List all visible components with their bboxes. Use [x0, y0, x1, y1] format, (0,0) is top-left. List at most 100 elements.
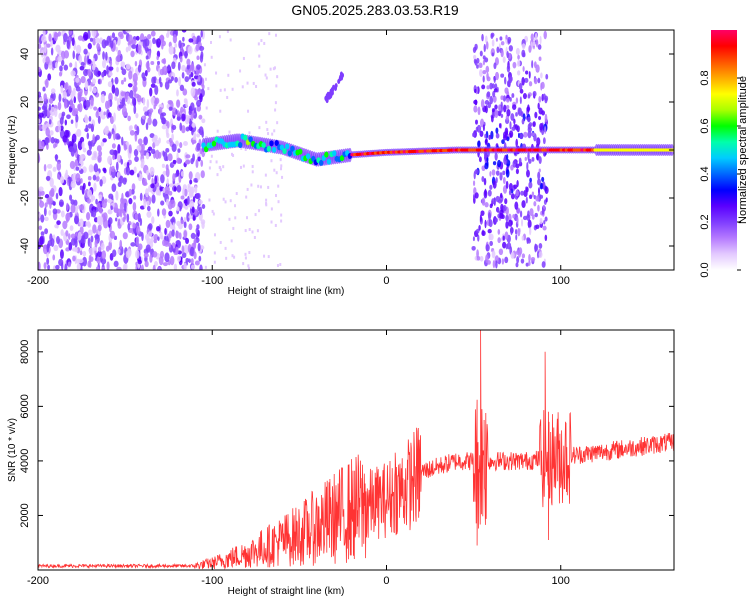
spectrogram-cell — [154, 98, 158, 107]
spectrogram-cell — [500, 192, 503, 199]
spectrogram-cell — [218, 35, 221, 39]
spectrogram-cell — [87, 58, 92, 65]
spectrogram-cell — [43, 93, 48, 102]
spectrogram-cell — [103, 111, 107, 116]
spectrogram-cell — [265, 76, 268, 80]
spectrogram-cell — [211, 209, 214, 213]
chart-title: GN05.2025.283.03.53.R19 — [291, 2, 459, 18]
spectrogram-cell — [519, 133, 524, 140]
spectrogram-cell — [488, 134, 492, 140]
spectrogram-cell — [196, 99, 202, 107]
spectrogram-cell — [125, 46, 129, 53]
spectrogram-cell — [83, 231, 89, 240]
spectrogram-cell — [183, 140, 188, 146]
spectrogram-cell — [145, 188, 149, 198]
spectrogram-cell — [79, 136, 85, 143]
spectrogram-cell — [528, 158, 532, 164]
spectrogram-cell — [145, 55, 149, 60]
spectrogram-cell — [191, 122, 196, 128]
spectrogram-cell — [49, 106, 56, 116]
spectrogram-cell — [116, 97, 120, 107]
spectrogram-cell — [199, 264, 203, 270]
spectrogram-cell — [134, 156, 139, 163]
spectrogram-cell — [167, 99, 173, 105]
spectrogram-cell — [92, 57, 96, 67]
spectrogram-cell — [186, 58, 191, 66]
spectrogram-cell — [137, 243, 143, 251]
spectrogram-cell — [507, 39, 511, 44]
x-tick-label: 100 — [552, 275, 570, 287]
spectrogram-cell — [538, 251, 543, 258]
spectrogram-cell — [199, 53, 204, 63]
spectrogram-cell — [495, 37, 498, 42]
spectrogram-cell — [149, 166, 155, 176]
spectrogram-cell — [146, 66, 151, 73]
spectrogram-cell — [160, 200, 165, 206]
spectrogram-cell — [498, 123, 502, 129]
spectrogram-cell — [122, 264, 127, 270]
spectrogram-cell — [129, 130, 135, 136]
spectrogram-cell — [482, 75, 485, 83]
spectrogram-cell — [64, 119, 68, 126]
spectrogram-cell — [478, 62, 483, 69]
spectrogram-cell — [99, 179, 103, 187]
spectrogram-cell — [280, 213, 283, 217]
spectrogram-cell — [40, 214, 45, 223]
spectrogram-cell — [511, 93, 515, 98]
spectrogram-cell — [523, 131, 528, 138]
spectrogram-cell — [60, 210, 65, 218]
spectrogram-cell — [41, 124, 47, 131]
spectrogram-cell — [95, 266, 100, 270]
spectrogram-cell — [42, 57, 47, 64]
spectrogram-cell — [476, 64, 479, 69]
spectrogram-cell — [77, 140, 83, 151]
spectrogram-cell — [80, 242, 85, 249]
spectrogram-cell — [89, 37, 94, 42]
spectrogram-cell — [538, 243, 543, 249]
spectrogram-cell — [496, 46, 500, 54]
spectrogram-cell — [174, 76, 178, 83]
spectrogram-cell — [494, 104, 498, 110]
spectrogram-cell — [111, 143, 116, 149]
spectrogram-cell — [92, 209, 97, 218]
spectrogram-cell — [139, 218, 143, 226]
spectrogram-cell — [86, 149, 92, 156]
spectrogram-cell — [151, 216, 155, 224]
spectrogram-cell — [184, 76, 190, 83]
spectrogram-cell — [265, 198, 268, 202]
spectrogram-cell — [521, 76, 525, 86]
spectrogram-cell — [115, 55, 121, 62]
spectrogram-cell — [165, 147, 170, 153]
spectrogram-cell — [126, 213, 130, 223]
spectrogram-cell — [276, 264, 279, 268]
spectrogram-cell — [107, 132, 112, 140]
spectrogram-cell — [222, 197, 225, 201]
spectrogram-cell — [248, 251, 251, 255]
spectrogram-cell — [148, 223, 153, 231]
spectrogram-cell — [489, 233, 494, 241]
spectrogram-cell — [170, 218, 175, 223]
spectrogram-cell — [80, 75, 86, 84]
spectrogram-cell — [515, 138, 518, 148]
spectrogram-cell — [108, 240, 112, 251]
spectrogram-cell — [54, 108, 58, 118]
spectrogram-cell — [50, 136, 55, 144]
spectrogram-cell — [91, 78, 96, 85]
spectrogram-cell — [68, 146, 74, 153]
spectrogram-cell — [190, 71, 194, 78]
spectrogram-cell — [195, 44, 200, 52]
x-tick-label: -200 — [27, 575, 49, 587]
snr-frame — [37, 329, 675, 571]
spectrogram-cell — [179, 142, 183, 149]
spectrogram-cell — [251, 170, 254, 174]
spectrogram-cell — [90, 97, 94, 107]
spectrogram-cell — [71, 110, 78, 117]
spectrogram-cell — [44, 194, 50, 199]
spectrogram-cell — [190, 158, 194, 165]
spectrogram-cell — [510, 193, 515, 200]
spectrogram-cell — [58, 93, 62, 103]
spectrogram-cell — [55, 61, 58, 69]
spectrogram-cell — [195, 159, 199, 169]
spectrogram-cell — [65, 169, 68, 178]
spectrogram-cell — [219, 240, 222, 244]
